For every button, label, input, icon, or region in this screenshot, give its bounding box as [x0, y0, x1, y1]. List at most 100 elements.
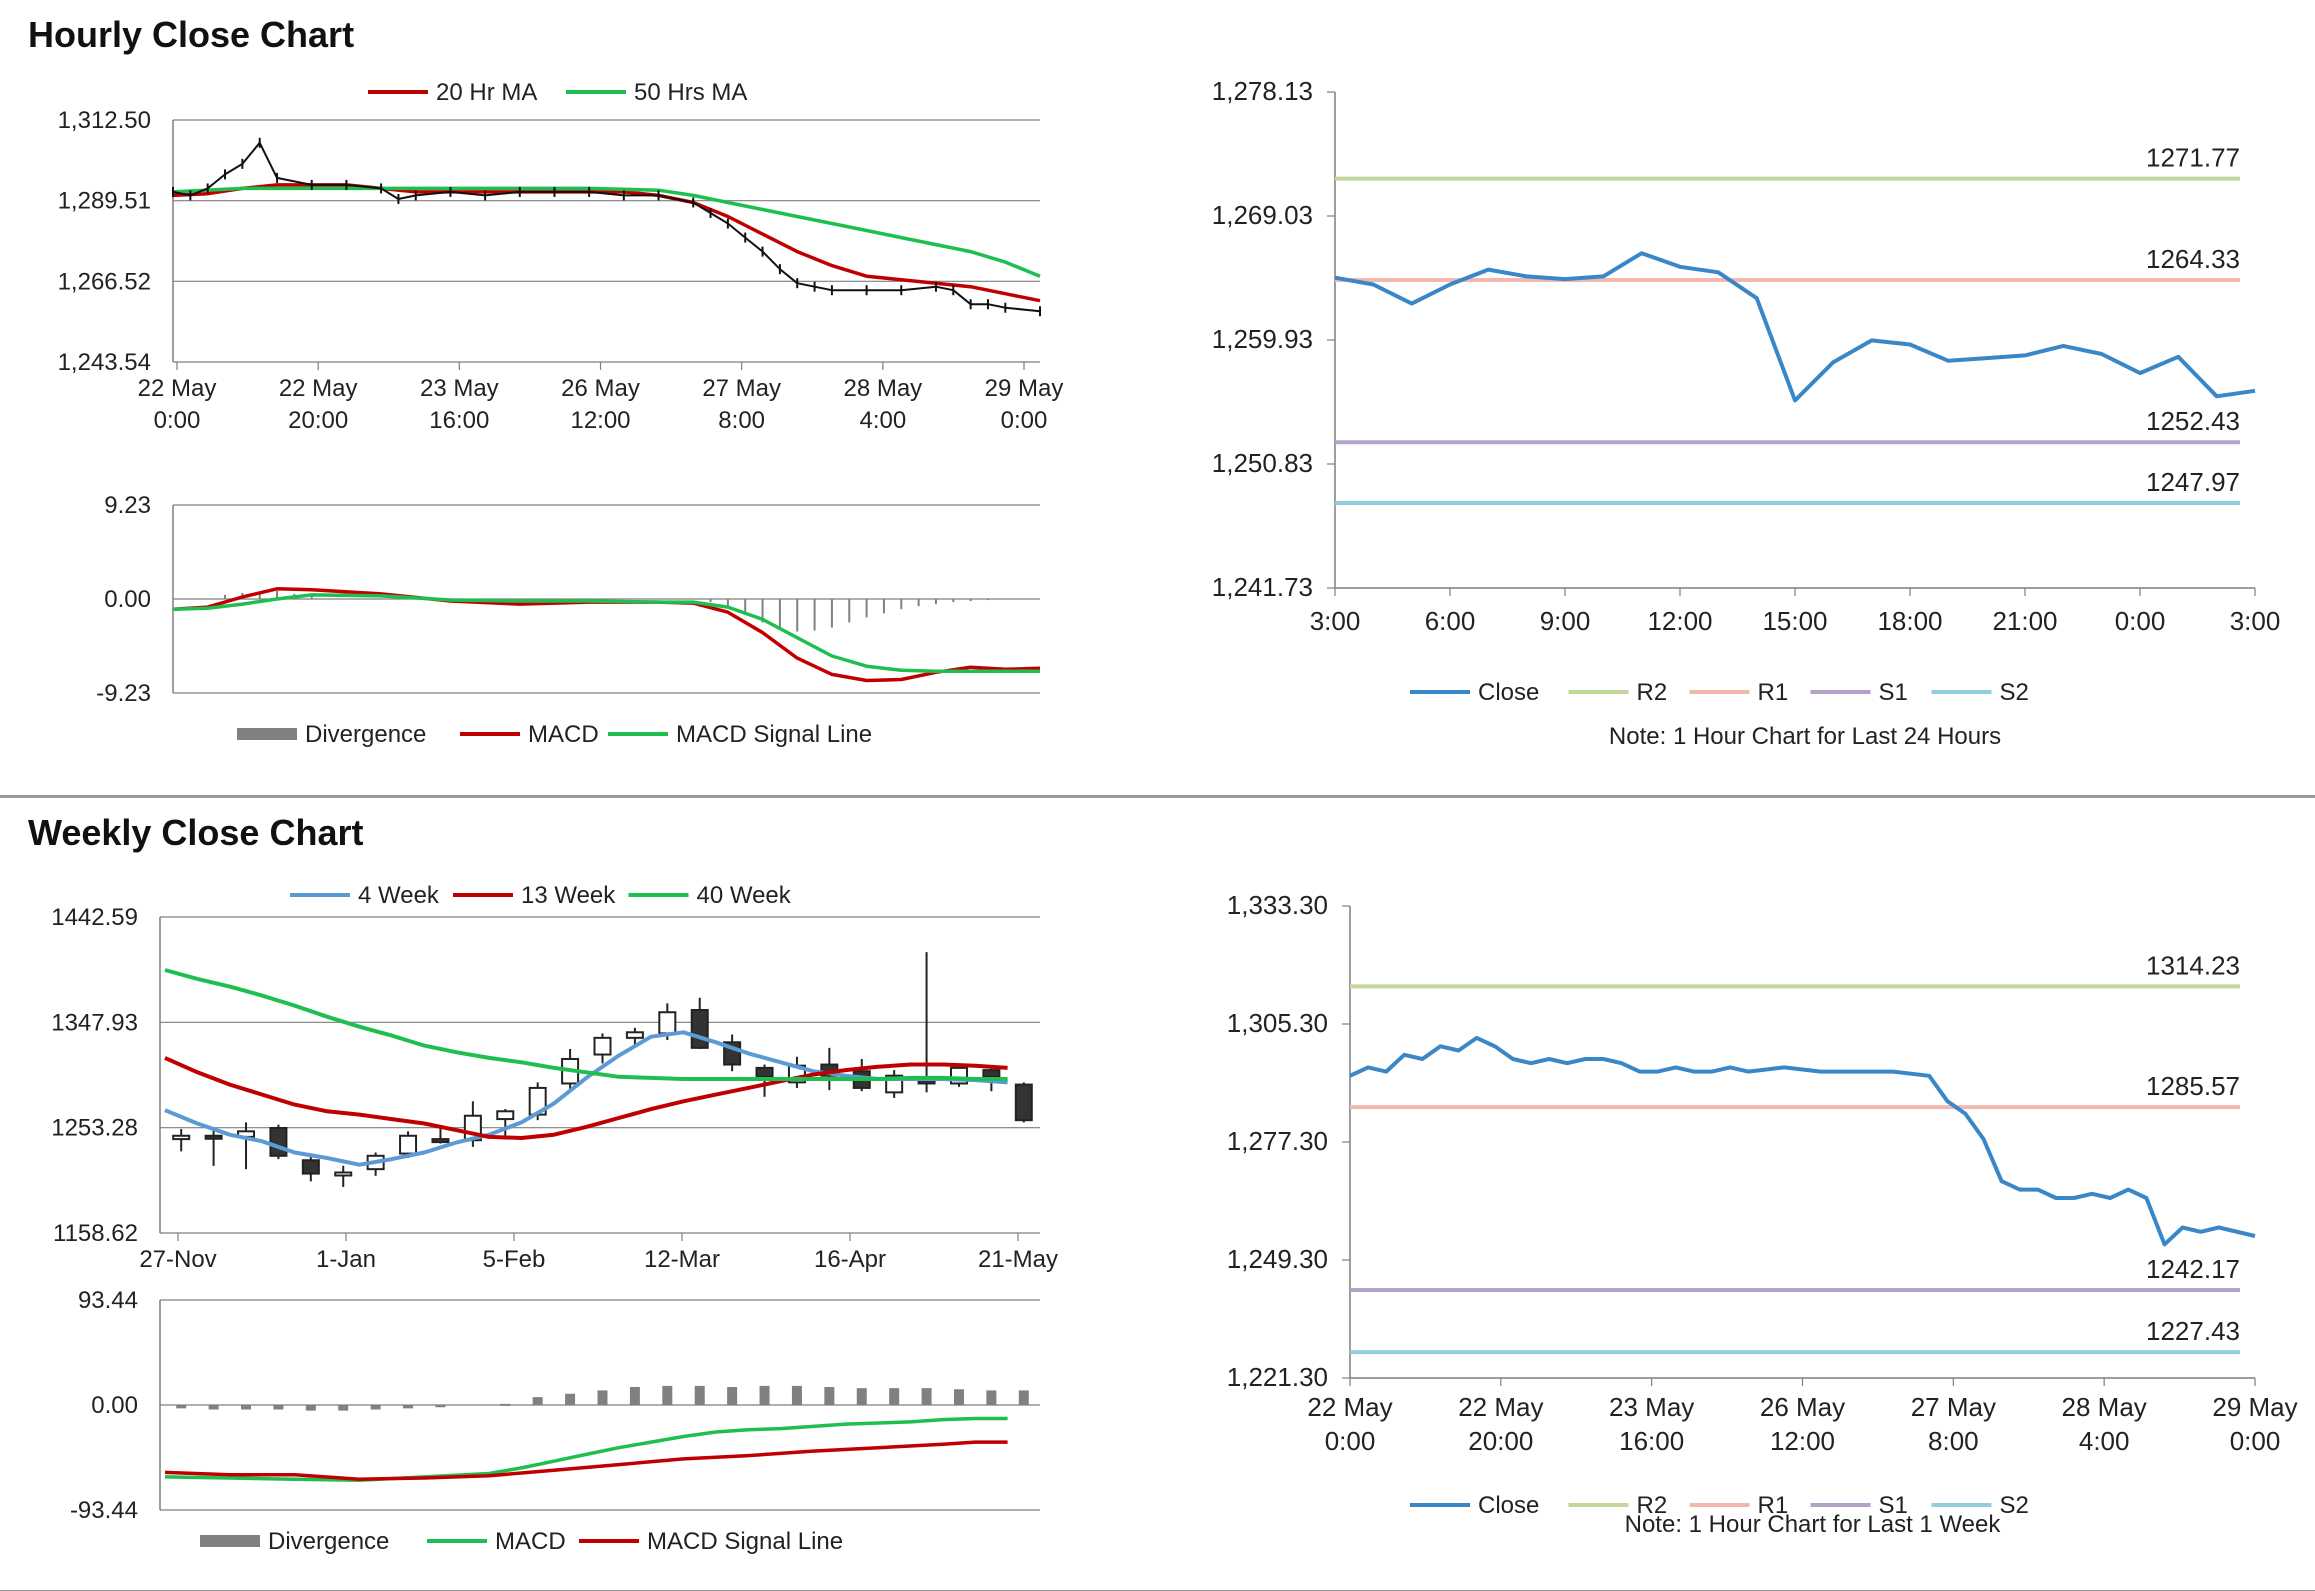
tick-label: 1,259.93: [1212, 324, 1313, 354]
tick-label: 29 May: [2212, 1392, 2297, 1422]
ma-line: [164, 968, 1008, 1081]
tick-label: 0.00: [91, 1392, 138, 1419]
tick-label: 0:00: [1325, 1426, 1376, 1456]
divergence-bar: [305, 1405, 316, 1411]
tick-label: 1253.28: [51, 1115, 138, 1142]
series-line: [172, 593, 1040, 674]
tick-label: 12:00: [1647, 606, 1712, 636]
legend-label: MACD: [495, 1528, 566, 1555]
candle-body: [269, 1126, 288, 1157]
legend-label: MACD Signal Line: [676, 721, 872, 748]
divergence-bar: [370, 1405, 381, 1410]
divergence-bar: [662, 1385, 673, 1405]
tick-label: 27-Nov: [139, 1246, 216, 1273]
candle-body: [399, 1134, 418, 1155]
legend-label: Close: [1478, 1492, 1539, 1519]
divergence-bar: [856, 1388, 867, 1405]
tick-label: 12-Mar: [644, 1246, 720, 1273]
tick-label: 9:00: [1540, 606, 1591, 636]
tick-label: 1,312.50: [58, 107, 151, 134]
tick-label: 0:00: [2230, 1426, 2281, 1456]
divergence-bar: [694, 1385, 705, 1405]
legend-label: Divergence: [268, 1528, 389, 1555]
divergence-bar: [273, 1405, 284, 1410]
tick-label: 4:00: [2079, 1426, 2130, 1456]
tick-label: 1,241.73: [1212, 572, 1313, 602]
series-line: [172, 183, 1041, 303]
tick-label: 21:00: [1992, 606, 2057, 636]
candle-body: [172, 1134, 191, 1141]
candle-body: [204, 1134, 223, 1140]
tick-label: 1347.93: [51, 1009, 138, 1036]
tick-label: 0:00: [154, 407, 201, 434]
level-label: 1264.33: [2146, 244, 2240, 274]
candle-body: [625, 1031, 644, 1039]
legend-label: S1: [1879, 1492, 1908, 1519]
legend-label: R2: [1637, 1492, 1668, 1519]
divergence-bar: [824, 1387, 835, 1405]
tick-label: 27 May: [702, 375, 781, 402]
legend-label: 4 Week: [358, 882, 440, 909]
candle-body: [593, 1036, 612, 1056]
weekly-close-1w-chart: 1,333.30 1,305.30 1,277.30 1,249.30 1,221.30…: [1227, 890, 2298, 1538]
weekly-macd-chart: 93.44 0.00 -93.44 Divergence MACD MACD Signal…: [70, 1287, 1040, 1555]
series-line: [164, 1416, 1008, 1483]
tick-label: 26 May: [561, 375, 640, 402]
candle-body: [496, 1110, 515, 1121]
divergence-bar: [500, 1403, 511, 1406]
legend-label: R1: [1758, 1492, 1789, 1519]
divergence-bar: [208, 1405, 219, 1410]
divergence-bar: [889, 1388, 900, 1405]
series-line: [164, 1440, 1008, 1481]
level-label: 1271.77: [2146, 143, 2240, 173]
legend-label: Close: [1478, 679, 1539, 706]
legend-label: Divergence: [305, 721, 426, 748]
divergence-bar: [759, 1385, 770, 1405]
tick-label: 22 May: [1307, 1392, 1392, 1422]
divergence-bar: [338, 1405, 349, 1411]
candle-body: [658, 1011, 677, 1035]
legend-label: R1: [1758, 679, 1789, 706]
chart-note: Note: 1 Hour Chart for Last 24 Hours: [1609, 723, 2001, 750]
divergence-bar: [403, 1405, 414, 1409]
ma-line: [164, 1056, 1008, 1140]
tick-label: 22 May: [1458, 1392, 1543, 1422]
candle-body: [1014, 1083, 1033, 1122]
legend-swatch: [237, 728, 297, 740]
hourly-macd-chart: 9.23 0.00 -9.23 Divergence MACD MACD Signal L…: [96, 492, 1041, 748]
candle-body: [431, 1138, 450, 1144]
level-label: 1252.43: [2146, 406, 2240, 436]
divergence-bar: [435, 1405, 446, 1408]
tick-label: -9.23: [96, 680, 151, 707]
divergence-bar: [953, 1389, 964, 1405]
tick-label: 15:00: [1762, 606, 1827, 636]
candle-body: [982, 1069, 1001, 1078]
hourly-section-title: Hourly Close Chart: [28, 14, 355, 55]
legend-label: S2: [2000, 679, 2029, 706]
tick-label: 9.23: [104, 492, 151, 519]
candle-body: [334, 1171, 353, 1177]
section-divider: [0, 795, 2315, 798]
tick-label: 20:00: [288, 407, 348, 434]
tick-label: -93.44: [70, 1497, 138, 1524]
level-label: 1242.17: [2146, 1254, 2240, 1284]
tick-label: 3:00: [1310, 606, 1361, 636]
hourly-close-24h-chart: 1,278.13 1,269.03 1,259.93 1,250.83 1,241.73…: [1212, 76, 2281, 750]
tick-label: 1,266.52: [58, 268, 151, 295]
tick-label: 1158.62: [53, 1220, 138, 1247]
tick-label: 1,221.30: [1227, 1362, 1328, 1392]
tick-label: 6:00: [1425, 606, 1476, 636]
legend-label: MACD: [528, 721, 599, 748]
tick-label: 26 May: [1760, 1392, 1845, 1422]
tick-label: 1,333.30: [1227, 890, 1328, 920]
divergence-bar: [565, 1393, 576, 1405]
legend-label: MACD Signal Line: [647, 1528, 843, 1555]
tick-label: 28 May: [843, 375, 922, 402]
tick-label: 1,278.13: [1212, 76, 1313, 106]
tick-label: 1,243.54: [58, 349, 151, 376]
tick-label: 8:00: [1928, 1426, 1979, 1456]
legend-label: 13 Week: [521, 882, 616, 909]
chart-note: Note: 1 Hour Chart for Last 1 Week: [1625, 1511, 2002, 1538]
